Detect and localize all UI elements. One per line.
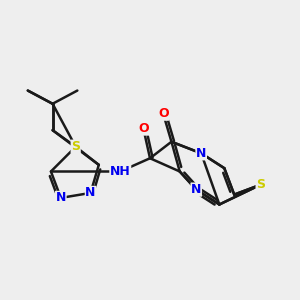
Text: S: S xyxy=(71,140,80,153)
Text: N: N xyxy=(85,186,96,200)
Text: O: O xyxy=(138,122,149,135)
Text: O: O xyxy=(158,107,169,120)
Text: NH: NH xyxy=(110,165,131,178)
Text: S: S xyxy=(256,178,265,191)
Text: N: N xyxy=(56,191,66,204)
Text: N: N xyxy=(191,183,201,196)
Text: N: N xyxy=(196,147,206,160)
